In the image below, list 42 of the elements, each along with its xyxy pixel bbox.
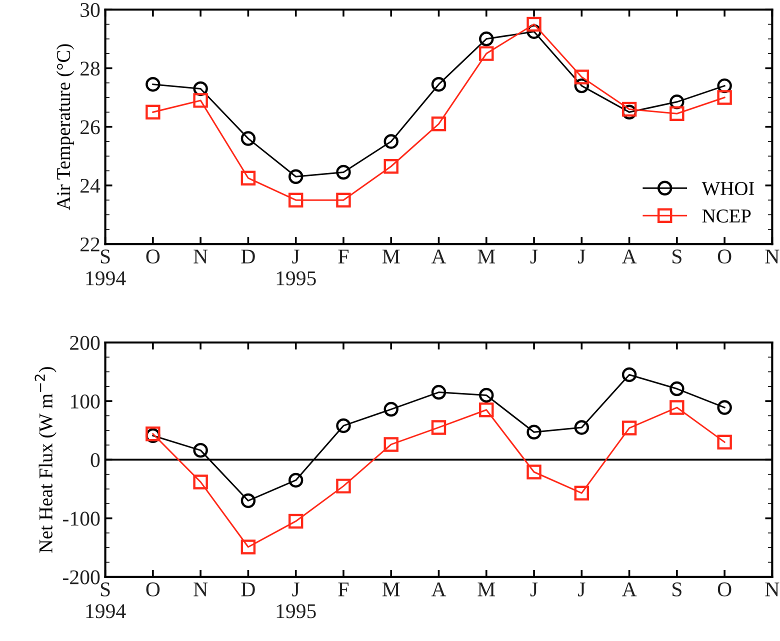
x-tick-label: N (765, 582, 780, 596)
legend-label: NCEP (702, 210, 751, 223)
legend-label: WHOI (702, 182, 754, 196)
x-tick-label: J (530, 582, 538, 596)
x-tick-label: N (765, 250, 780, 264)
y-tick-label: 24 (80, 178, 100, 193)
x-tick-label: O (718, 250, 732, 264)
x-tick-label: O (146, 250, 160, 264)
x-tick-label: J (578, 582, 586, 596)
x-tick-label: J 1995 (276, 582, 316, 618)
y-tick-label: 26 (80, 120, 100, 134)
x-tick-label: J (530, 250, 538, 264)
y-tick-label: -200 (63, 570, 100, 584)
x-tick-label: M (478, 250, 496, 264)
x-tick-label: F (338, 582, 349, 596)
y-tick-label: 22 (80, 237, 100, 252)
x-tick-label: D (241, 250, 255, 264)
x-tick-label: A (622, 250, 637, 264)
x-tick-label: A (622, 582, 637, 596)
x-tick-label: N (194, 582, 208, 596)
x-tick-label: D (241, 582, 255, 596)
x-tick-label: A (431, 582, 446, 596)
x-tick-label: O (146, 582, 160, 596)
y-axis-title: Air Temperature (°C) (56, 44, 74, 210)
y-tick-label: 100 (71, 394, 100, 409)
y-tick-label: 30 (80, 2, 100, 18)
y-tick-label: 200 (70, 336, 100, 350)
x-tick-label: F (338, 250, 349, 264)
y-tick-label: -100 (63, 512, 100, 526)
x-tick-label: M (382, 582, 400, 596)
x-tick-label: J (578, 250, 586, 264)
y-tick-label: 28 (80, 62, 100, 76)
x-tick-label: M (478, 582, 496, 596)
x-tick-label: O (718, 582, 732, 596)
x-tick-label: N (194, 250, 208, 264)
x-tick-label: M (382, 250, 400, 264)
x-tick-label: A (431, 250, 446, 264)
x-tick-label: S (672, 582, 682, 596)
y-tick-label: 0 (90, 453, 100, 468)
x-tick-label: S (672, 250, 682, 264)
x-tick-label: J 1995 (276, 250, 316, 286)
y-axis-title: Net Heat Flux (W m$^{−2}$) (34, 367, 56, 553)
